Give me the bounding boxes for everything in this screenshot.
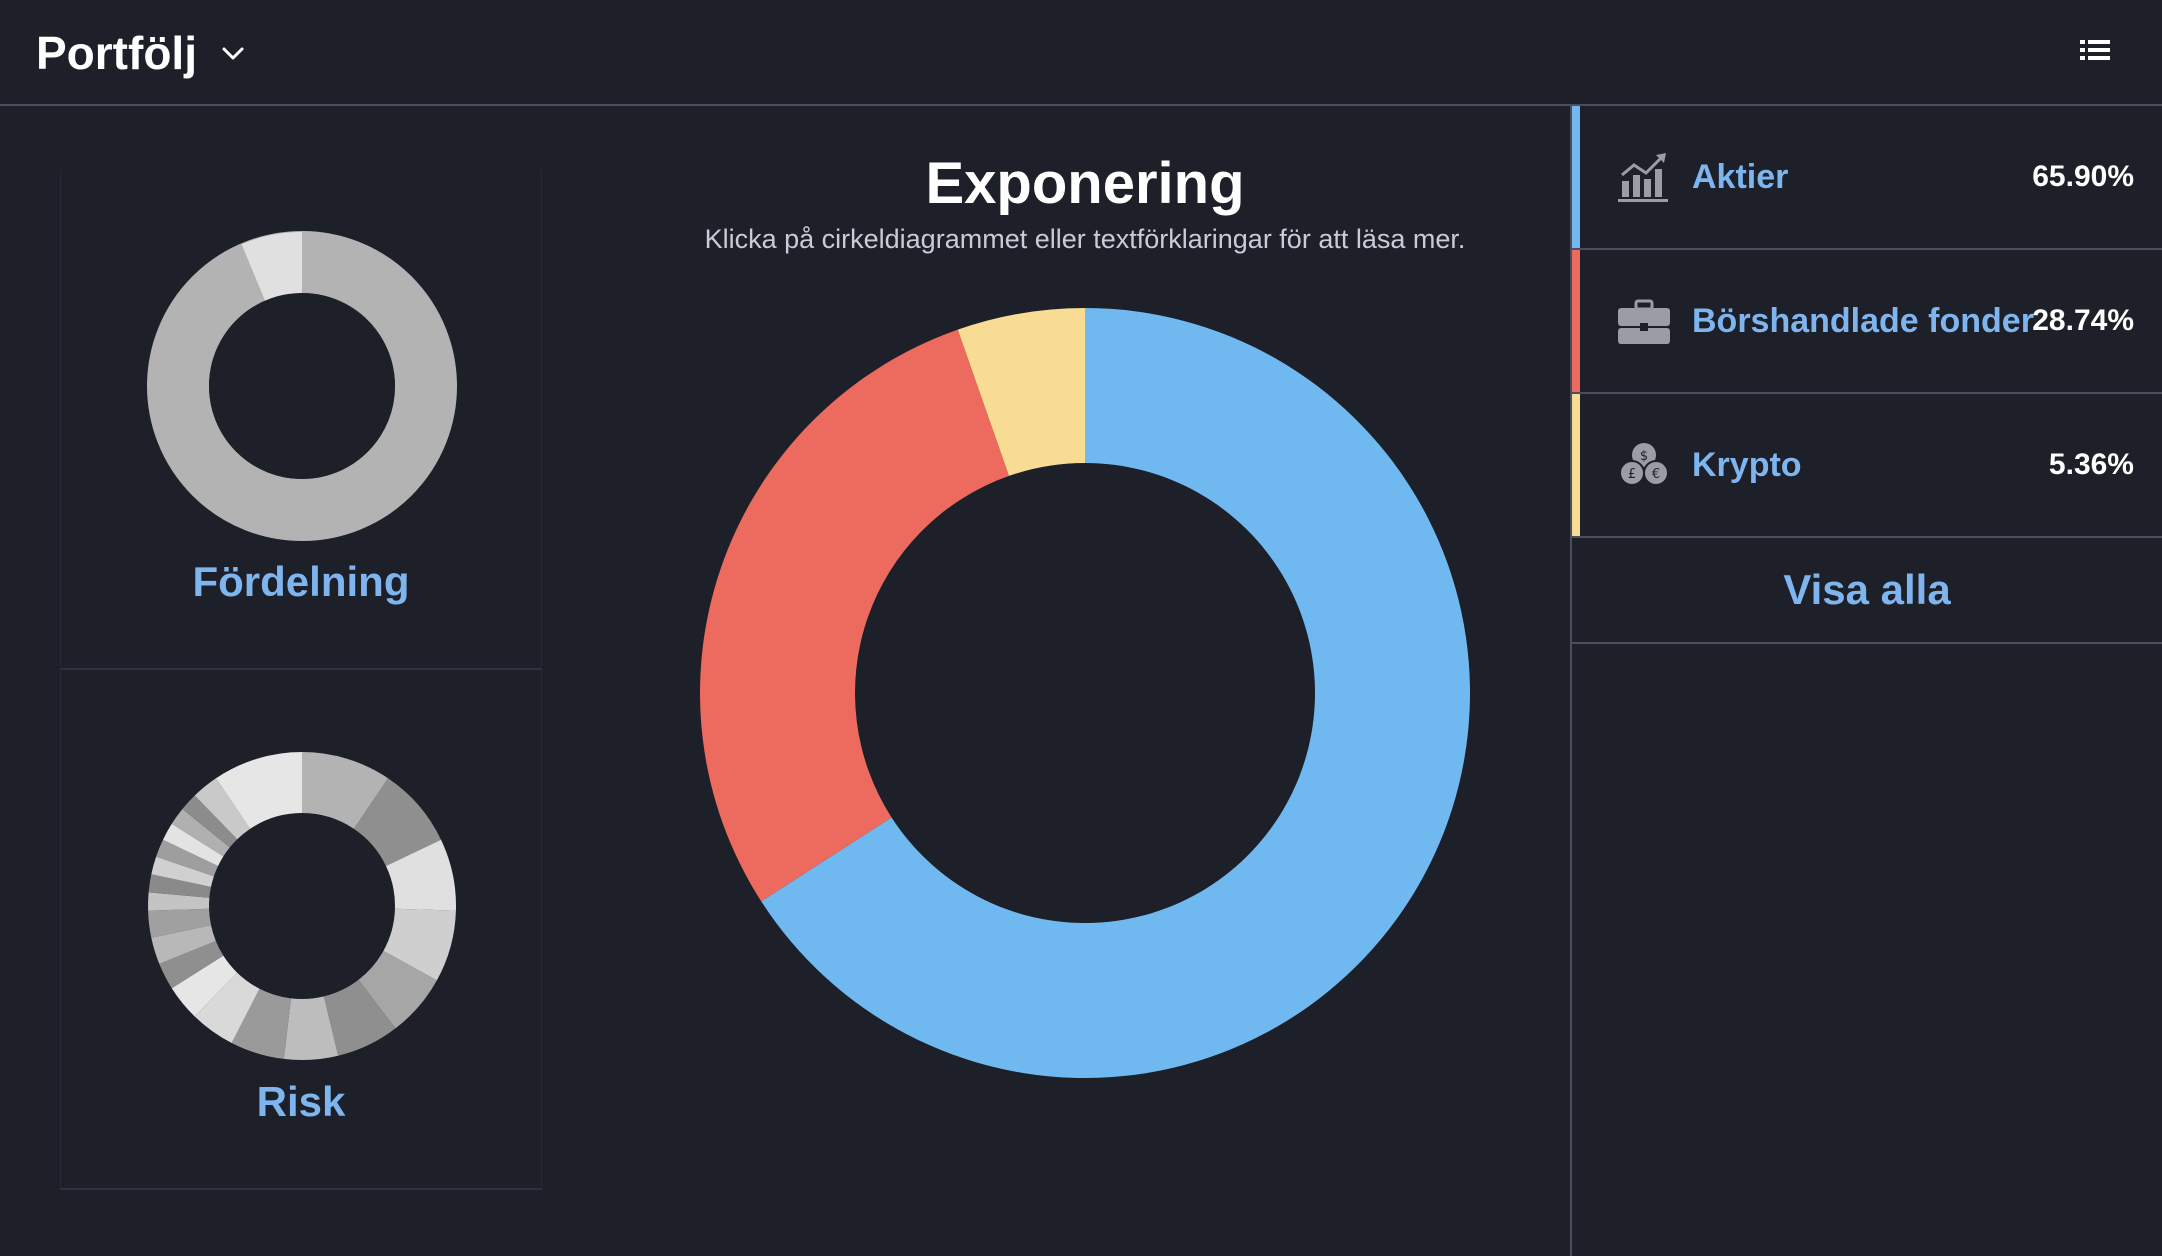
exposure-donut-chart[interactable]	[700, 308, 1470, 1078]
risk-segment	[302, 752, 389, 829]
legend-color-bar	[1572, 394, 1580, 536]
distribution-card[interactable]: Fördelning	[60, 170, 542, 670]
legend-name[interactable]: Krypto	[1692, 445, 1802, 484]
donut-slice-krypto[interactable]	[957, 308, 1085, 476]
legend-item-aktier[interactable]: Aktier 65.90%	[1572, 106, 2162, 250]
risk-segment	[358, 950, 437, 1029]
legend-color-bar	[1572, 106, 1580, 248]
risk-label[interactable]: Risk	[256, 1078, 346, 1125]
portfolio-title: Portfölj	[36, 27, 197, 79]
risk-segment	[171, 808, 230, 857]
risk-segment	[353, 778, 442, 867]
risk-segment	[194, 778, 251, 840]
risk-segment	[194, 972, 260, 1044]
donut-slice-b-rshandlade-fonder[interactable]	[700, 329, 1009, 902]
show-all-button[interactable]: Visa alla	[1572, 538, 2162, 644]
legend-panel: Aktier 65.90% Börshandlade fonder 28.74%…	[1570, 106, 2162, 1256]
legend-value: 28.74%	[2032, 304, 2134, 337]
top-bar: Portfölj	[0, 0, 2162, 106]
legend-value: 65.90%	[2032, 160, 2134, 193]
risk-segment	[383, 908, 456, 981]
svg-text:€: €	[1652, 467, 1660, 482]
chart-subtitle: Klicka på cirkeldiagrammet eller textför…	[704, 224, 1466, 254]
left-sidebar: Fördelning Risk	[60, 170, 542, 1190]
legend-color-bar	[1572, 250, 1580, 392]
distribution-donut[interactable]	[146, 230, 458, 542]
risk-segment	[148, 874, 211, 898]
risk-card[interactable]: Risk	[60, 670, 542, 1190]
risk-segment	[162, 823, 224, 867]
risk-segment	[283, 996, 339, 1060]
coins-icon: $ £ €	[1619, 443, 1669, 486]
risk-segment	[171, 955, 238, 1017]
risk-segment	[148, 908, 211, 938]
chart-title: Exponering	[925, 151, 1245, 216]
portfolio-selector[interactable]: Portfölj	[36, 26, 247, 80]
svg-text:£: £	[1628, 467, 1636, 482]
briefcase-icon	[1618, 299, 1670, 344]
risk-donut[interactable]	[146, 750, 458, 1062]
donut-slice-aktier[interactable]	[761, 308, 1470, 1078]
list-view-icon[interactable]	[2080, 38, 2110, 66]
risk-segment	[323, 979, 396, 1056]
risk-segment	[215, 752, 302, 829]
risk-segment	[385, 839, 456, 911]
risk-segment	[231, 988, 292, 1059]
risk-segment	[156, 839, 219, 877]
risk-segment	[148, 892, 210, 911]
risk-segment	[151, 925, 216, 964]
chevron-down-icon	[222, 47, 244, 60]
svg-text:$: $	[1640, 449, 1648, 464]
distribution-label[interactable]: Fördelning	[192, 558, 410, 605]
legend-name[interactable]: Börshandlade fonder	[1692, 301, 2034, 340]
legend-value: 5.36%	[2048, 448, 2134, 481]
legend-name[interactable]: Aktier	[1692, 157, 1789, 196]
risk-segment	[159, 940, 224, 989]
risk-segment	[151, 856, 214, 887]
stock-chart-icon	[1618, 153, 1668, 202]
legend-item-krypto[interactable]: $ £ € Krypto 5.36%	[1572, 394, 2162, 538]
legend-item-borshandlade-fonder[interactable]: Börshandlade fonder 28.74%	[1572, 250, 2162, 394]
risk-segment	[182, 795, 238, 848]
